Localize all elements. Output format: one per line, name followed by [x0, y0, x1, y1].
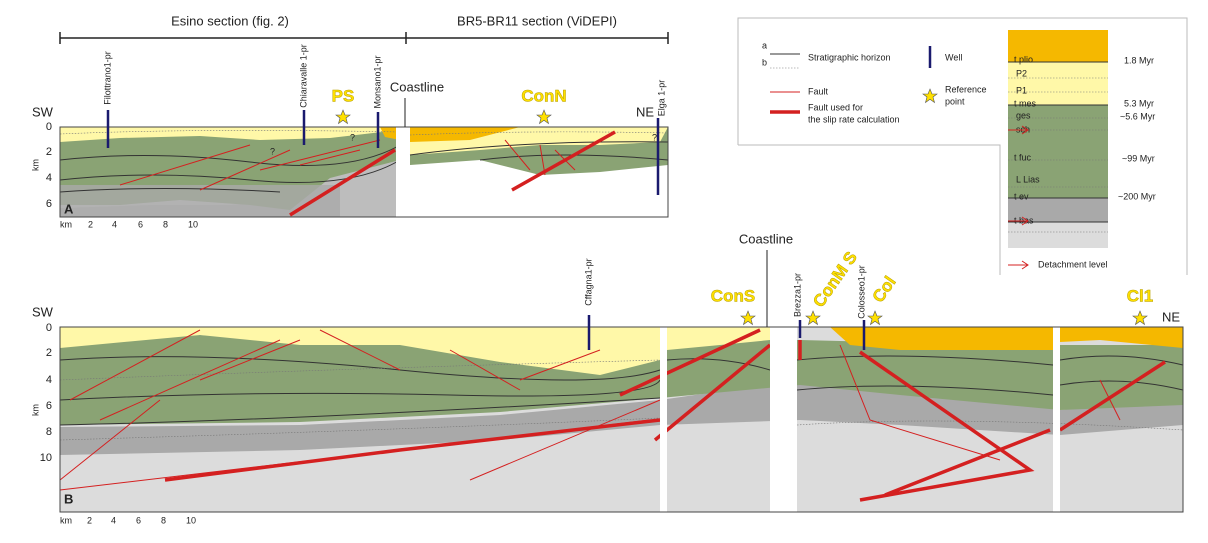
question-mark: ? [652, 132, 657, 142]
legend-a: a [762, 40, 767, 50]
reference-point-label: Cl1 [1127, 286, 1153, 305]
age-label: 5.3 Myr [1124, 98, 1154, 108]
legend-text: Fault used for [808, 102, 863, 112]
age-label: ~99 Myr [1122, 153, 1155, 163]
well-label: Colosseo1-pr [856, 265, 866, 319]
x-label: 2 [87, 515, 92, 525]
ne-label: NE [636, 104, 654, 119]
well-label: Monsano1-pr [372, 55, 382, 108]
depth-label: 4 [46, 172, 52, 184]
depth-unit: km [30, 159, 40, 171]
age-label: 1.8 Myr [1124, 55, 1154, 65]
question-mark: ? [270, 146, 275, 156]
panel-a-section: Filottrano1-pr Chiaravalle 1-pr Monsano1… [30, 44, 668, 229]
reference-point-label: ConS [711, 286, 755, 305]
legend-text: Well [945, 52, 962, 62]
unit-label: t fuc [1014, 152, 1032, 162]
reference-point-label: PS [332, 86, 355, 105]
depth-unit: km [30, 404, 40, 416]
legend-b: b [762, 57, 767, 67]
unit-label: L Lias [1016, 174, 1040, 184]
legend-text: Detachment level [1038, 259, 1108, 269]
age-label: ~200 Myr [1118, 191, 1156, 201]
panel-letter: B [64, 491, 73, 506]
depth-label: 6 [46, 198, 52, 210]
diagram: Esino section (fig. 2) BR5-BR11 section … [0, 0, 1208, 538]
panel-letter: A [64, 201, 74, 216]
x-label: 10 [186, 515, 196, 525]
legend-text: Fault [808, 86, 829, 96]
x-label: 8 [161, 515, 166, 525]
reference-point-label: Col [869, 273, 900, 306]
x-label: 2 [88, 219, 93, 229]
unit-label: P2 [1016, 68, 1027, 78]
x-label: 4 [112, 219, 117, 229]
x-unit: km [60, 219, 72, 229]
age-label: ~5.6 Myr [1120, 111, 1155, 121]
well-label: Cffagna1-pr [583, 258, 593, 305]
x-label: 10 [188, 219, 198, 229]
legend-text: the slip rate calculation [808, 114, 900, 124]
unit-label: t plio [1014, 54, 1033, 64]
section-title: BR5-BR11 section (ViDEPI) [457, 13, 617, 28]
depth-label: 0 [46, 322, 52, 334]
coastline-label: Coastline [739, 231, 793, 246]
sw-label: SW [32, 104, 54, 119]
x-unit: km [60, 515, 72, 525]
depth-label: 10 [40, 452, 52, 464]
section-title: Esino section (fig. 2) [171, 13, 289, 28]
sw-label: SW [32, 304, 54, 319]
well-label: Brezza1-pr [792, 273, 802, 317]
unit-label: ges [1016, 110, 1031, 120]
well-label: Filottrano1-pr [102, 51, 112, 105]
well-label: Elga 1-pr [656, 80, 666, 117]
depth-label: 8 [46, 426, 52, 438]
depth-label: 0 [46, 121, 52, 133]
x-label: 4 [111, 515, 116, 525]
x-label: 8 [163, 219, 168, 229]
depth-label: 6 [46, 400, 52, 412]
depth-label: 2 [46, 347, 52, 359]
x-label: 6 [138, 219, 143, 229]
legend-text: point [945, 96, 965, 106]
depth-label: 4 [46, 374, 52, 386]
legend-text: Stratigraphic horizon [808, 52, 891, 62]
x-label: 6 [136, 515, 141, 525]
reference-point-label: ConM S [809, 248, 861, 311]
coastline-label: Coastline [390, 79, 444, 94]
well-label: Chiaravalle 1-pr [298, 44, 308, 108]
unit-label: t ev [1014, 191, 1029, 201]
question-mark: ? [350, 132, 355, 142]
reference-point-label: ConN [521, 86, 566, 105]
legend: a b Stratigraphic horizon Well Fault Fau… [738, 18, 1187, 275]
panel-b-section: Cffagna1-pr Brezza1-pr Colosseo1-pr SW N… [30, 231, 1183, 525]
legend-text: Reference [945, 84, 987, 94]
unit-label: t mes [1014, 98, 1037, 108]
depth-label: 2 [46, 146, 52, 158]
ne-label: NE [1162, 309, 1180, 324]
unit-label: P1 [1016, 85, 1027, 95]
panel-a-header: Esino section (fig. 2) BR5-BR11 section … [60, 13, 668, 44]
